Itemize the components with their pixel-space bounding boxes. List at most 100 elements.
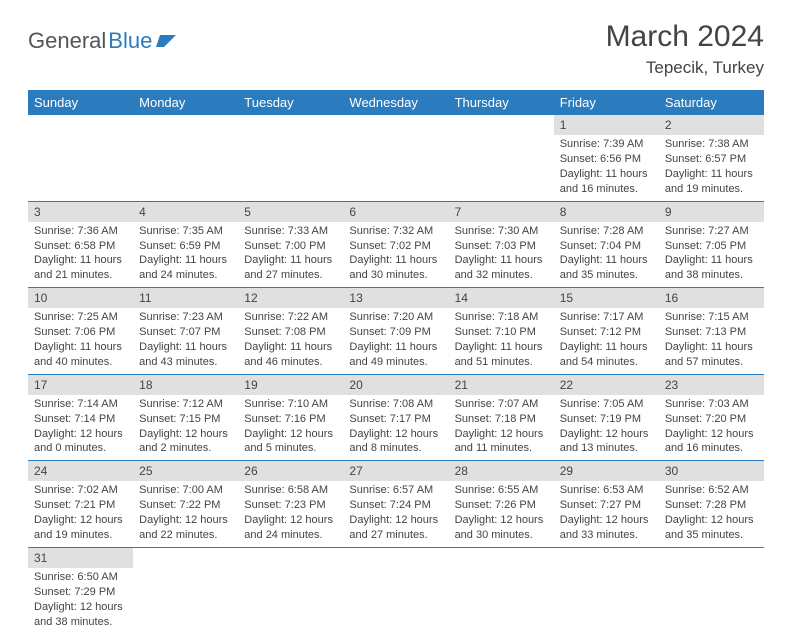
page-title: March 2024 [606, 20, 764, 54]
day-number: 14 [449, 288, 554, 308]
day-line: and 21 minutes. [34, 268, 127, 283]
day-number: 3 [28, 202, 133, 222]
day-line: Sunrise: 7:14 AM [34, 397, 127, 412]
day-line: and 13 minutes. [560, 441, 653, 456]
day-line: Daylight: 12 hours [244, 513, 337, 528]
day-line: and 33 minutes. [560, 528, 653, 543]
calendar-body: 1Sunrise: 7:39 AMSunset: 6:56 PMDaylight… [28, 115, 764, 633]
calendar-cell-empty [659, 547, 764, 633]
day-details: Sunrise: 7:25 AMSunset: 7:06 PMDaylight:… [28, 308, 133, 373]
day-number: 13 [343, 288, 448, 308]
day-line: Sunset: 7:12 PM [560, 325, 653, 340]
calendar-cell-empty [28, 115, 133, 201]
calendar-cell: 2Sunrise: 7:38 AMSunset: 6:57 PMDaylight… [659, 115, 764, 201]
day-line: Sunrise: 6:52 AM [665, 483, 758, 498]
day-line: and 40 minutes. [34, 355, 127, 370]
day-line: Sunrise: 7:07 AM [455, 397, 548, 412]
day-details: Sunrise: 7:05 AMSunset: 7:19 PMDaylight:… [554, 395, 659, 460]
day-line: Daylight: 11 hours [349, 253, 442, 268]
day-line: Sunrise: 7:38 AM [665, 137, 758, 152]
day-line: and 35 minutes. [665, 528, 758, 543]
calendar-cell: 13Sunrise: 7:20 AMSunset: 7:09 PMDayligh… [343, 288, 448, 375]
day-line: Sunset: 7:21 PM [34, 498, 127, 513]
day-details: Sunrise: 7:02 AMSunset: 7:21 PMDaylight:… [28, 481, 133, 546]
day-line: Sunset: 7:04 PM [560, 239, 653, 254]
day-line: Sunset: 6:58 PM [34, 239, 127, 254]
calendar-cell: 14Sunrise: 7:18 AMSunset: 7:10 PMDayligh… [449, 288, 554, 375]
day-line: Sunrise: 7:10 AM [244, 397, 337, 412]
day-line: and 0 minutes. [34, 441, 127, 456]
day-line: and 8 minutes. [349, 441, 442, 456]
day-line: Sunrise: 7:03 AM [665, 397, 758, 412]
day-number: 10 [28, 288, 133, 308]
day-details: Sunrise: 7:03 AMSunset: 7:20 PMDaylight:… [659, 395, 764, 460]
day-details: Sunrise: 7:15 AMSunset: 7:13 PMDaylight:… [659, 308, 764, 373]
day-number: 23 [659, 375, 764, 395]
day-line: and 38 minutes. [34, 615, 127, 630]
day-number: 7 [449, 202, 554, 222]
day-line: Sunset: 6:59 PM [139, 239, 232, 254]
calendar-cell-empty [238, 547, 343, 633]
day-number: 12 [238, 288, 343, 308]
calendar-cell-empty [133, 115, 238, 201]
day-line: and 32 minutes. [455, 268, 548, 283]
day-details: Sunrise: 7:32 AMSunset: 7:02 PMDaylight:… [343, 222, 448, 287]
day-line: Sunrise: 7:30 AM [455, 224, 548, 239]
day-details: Sunrise: 7:18 AMSunset: 7:10 PMDaylight:… [449, 308, 554, 373]
day-line: Sunset: 7:27 PM [560, 498, 653, 513]
calendar-cell-empty [343, 547, 448, 633]
calendar-row: 31Sunrise: 6:50 AMSunset: 7:29 PMDayligh… [28, 547, 764, 633]
day-line: Daylight: 11 hours [560, 253, 653, 268]
day-line: Sunrise: 7:23 AM [139, 310, 232, 325]
calendar-cell: 8Sunrise: 7:28 AMSunset: 7:04 PMDaylight… [554, 201, 659, 288]
logo-text-a: General [28, 28, 106, 54]
calendar-cell: 16Sunrise: 7:15 AMSunset: 7:13 PMDayligh… [659, 288, 764, 375]
day-number: 8 [554, 202, 659, 222]
day-line: and 49 minutes. [349, 355, 442, 370]
calendar-cell: 23Sunrise: 7:03 AMSunset: 7:20 PMDayligh… [659, 374, 764, 461]
calendar-row: 10Sunrise: 7:25 AMSunset: 7:06 PMDayligh… [28, 288, 764, 375]
day-line: and 35 minutes. [560, 268, 653, 283]
day-details: Sunrise: 7:36 AMSunset: 6:58 PMDaylight:… [28, 222, 133, 287]
calendar-cell: 11Sunrise: 7:23 AMSunset: 7:07 PMDayligh… [133, 288, 238, 375]
weekday-header: Wednesday [343, 90, 448, 115]
day-number: 17 [28, 375, 133, 395]
day-line: Sunrise: 6:55 AM [455, 483, 548, 498]
calendar-cell: 27Sunrise: 6:57 AMSunset: 7:24 PMDayligh… [343, 461, 448, 548]
day-details: Sunrise: 7:38 AMSunset: 6:57 PMDaylight:… [659, 135, 764, 200]
calendar-row: 17Sunrise: 7:14 AMSunset: 7:14 PMDayligh… [28, 374, 764, 461]
day-line: Sunset: 7:00 PM [244, 239, 337, 254]
calendar-cell: 18Sunrise: 7:12 AMSunset: 7:15 PMDayligh… [133, 374, 238, 461]
day-line: Daylight: 11 hours [665, 340, 758, 355]
day-details: Sunrise: 7:20 AMSunset: 7:09 PMDaylight:… [343, 308, 448, 373]
day-line: Sunset: 7:02 PM [349, 239, 442, 254]
day-line: Daylight: 12 hours [560, 513, 653, 528]
day-line: Sunset: 7:28 PM [665, 498, 758, 513]
day-line: and 27 minutes. [244, 268, 337, 283]
day-details: Sunrise: 7:28 AMSunset: 7:04 PMDaylight:… [554, 222, 659, 287]
day-line: and 38 minutes. [665, 268, 758, 283]
day-line: and 5 minutes. [244, 441, 337, 456]
day-line: Daylight: 11 hours [665, 253, 758, 268]
day-line: and 57 minutes. [665, 355, 758, 370]
day-line: Daylight: 11 hours [665, 167, 758, 182]
calendar-cell: 29Sunrise: 6:53 AMSunset: 7:27 PMDayligh… [554, 461, 659, 548]
calendar-cell: 22Sunrise: 7:05 AMSunset: 7:19 PMDayligh… [554, 374, 659, 461]
day-details: Sunrise: 7:10 AMSunset: 7:16 PMDaylight:… [238, 395, 343, 460]
day-line: Sunset: 7:20 PM [665, 412, 758, 427]
calendar-cell: 15Sunrise: 7:17 AMSunset: 7:12 PMDayligh… [554, 288, 659, 375]
day-line: Sunrise: 7:25 AM [34, 310, 127, 325]
day-line: and 24 minutes. [244, 528, 337, 543]
calendar-cell-empty [133, 547, 238, 633]
day-line: Daylight: 12 hours [34, 600, 127, 615]
day-line: Sunset: 7:08 PM [244, 325, 337, 340]
day-line: Sunset: 7:29 PM [34, 585, 127, 600]
day-line: Sunrise: 7:02 AM [34, 483, 127, 498]
day-details: Sunrise: 6:58 AMSunset: 7:23 PMDaylight:… [238, 481, 343, 546]
day-number: 16 [659, 288, 764, 308]
day-line: and 24 minutes. [139, 268, 232, 283]
calendar-cell: 12Sunrise: 7:22 AMSunset: 7:08 PMDayligh… [238, 288, 343, 375]
day-line: Daylight: 11 hours [560, 340, 653, 355]
day-line: Daylight: 12 hours [455, 513, 548, 528]
day-line: Sunset: 7:07 PM [139, 325, 232, 340]
